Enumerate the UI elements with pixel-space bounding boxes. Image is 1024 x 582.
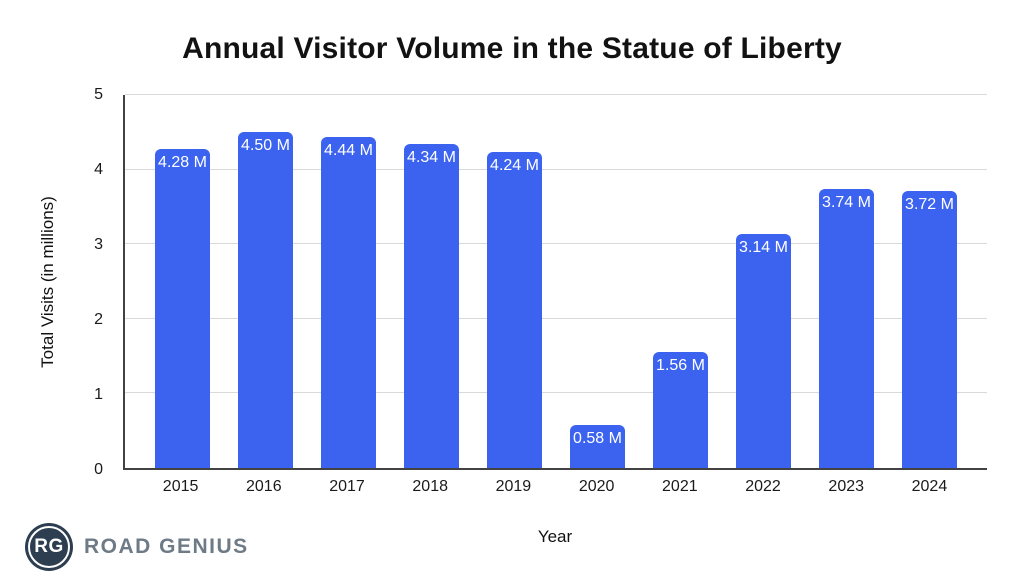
bar-2023: 3.74 M — [819, 189, 874, 468]
x-tick-2017: 2017 — [329, 478, 365, 495]
bar-2020: 0.58 M — [570, 424, 625, 468]
x-tick-2020: 2020 — [578, 478, 615, 495]
bar-series: 4.28 M 4.50 M 4.44 M 4.34 M 4.24 M 0.58 M 1.56… — [141, 95, 971, 468]
bar-2015: 4.28 M — [155, 148, 210, 468]
bar-value-label-2022: 3.14 M — [739, 238, 788, 256]
bar-value-label-2015: 4.28 M — [158, 153, 207, 171]
plot-area: 4.28 M 4.50 M 4.44 M 4.34 M 4.24 M 0.58 M 1.56… — [123, 94, 987, 470]
bar-2018: 4.34 M — [404, 144, 459, 468]
bar-2017: 4.44 M — [321, 136, 376, 468]
bar-slot-2024: 3.72 M — [888, 95, 971, 468]
x-tick-2018: 2018 — [412, 478, 448, 495]
x-tick-2015: 2015 — [162, 478, 199, 495]
x-axis-title: Year — [537, 527, 573, 546]
x-tick-2023: 2023 — [828, 478, 865, 495]
bar-value-label-2020: 0.58 M — [573, 429, 622, 447]
x-tick-2022: 2022 — [745, 478, 781, 495]
bar-value-label-2017: 4.44 M — [324, 141, 373, 159]
x-tick-2024: 2024 — [911, 478, 948, 495]
bar-value-label-2019: 4.24 M — [490, 156, 539, 174]
gridline-1 — [125, 392, 987, 394]
bar-slot-2020: 0.58 M — [556, 95, 639, 468]
y-axis-title: Total Visits (in millions) — [38, 196, 57, 368]
y-axis-tick-labels: 0 1 2 3 4 5 — [70, 86, 113, 478]
logo-monogram: RG — [34, 536, 64, 557]
bar-slot-2022: 3.14 M — [722, 95, 805, 468]
logo-brand-name: ROAD GENIUS — [84, 535, 249, 558]
y-tick-0: 0 — [94, 461, 103, 478]
bar-slot-2016: 4.50 M — [224, 95, 307, 468]
bar-value-label-2016: 4.50 M — [241, 137, 290, 155]
road-genius-logo: RG ROAD GENIUS — [25, 523, 249, 571]
y-tick-5: 5 — [94, 86, 103, 103]
bar-value-label-2021: 1.56 M — [656, 356, 705, 374]
bar-slot-2023: 3.74 M — [805, 95, 888, 468]
bar-2024: 3.72 M — [902, 190, 957, 468]
bar-value-label-2024: 3.72 M — [905, 195, 954, 213]
bar-2021: 1.56 M — [653, 351, 708, 468]
bar-slot-2019: 4.24 M — [473, 95, 556, 468]
bar-2016: 4.50 M — [238, 132, 293, 468]
bar-2022: 3.14 M — [736, 233, 791, 468]
rg-monogram-icon: RG — [25, 523, 73, 571]
y-tick-3: 3 — [94, 236, 103, 253]
x-tick-2019: 2019 — [495, 478, 532, 495]
gridline-5 — [125, 94, 987, 95]
bar-slot-2018: 4.34 M — [390, 95, 473, 468]
gridline-2 — [125, 317, 987, 319]
bar-2019: 4.24 M — [487, 151, 542, 468]
gridline-3 — [125, 243, 987, 245]
y-tick-1: 1 — [94, 386, 103, 403]
x-tick-2021: 2021 — [662, 478, 698, 495]
y-tick-2: 2 — [94, 311, 103, 328]
bar-slot-2021: 1.56 M — [639, 95, 722, 468]
bar-value-label-2018: 4.34 M — [407, 149, 456, 167]
x-axis-tick-labels: 2015 2016 2017 2018 2019 2020 2021 2022 2023 2024 — [139, 478, 971, 496]
x-tick-2016: 2016 — [246, 478, 282, 495]
gridline-4 — [125, 168, 987, 170]
y-tick-4: 4 — [94, 161, 103, 178]
chart-title: Annual Visitor Volume in the Statue of L… — [182, 32, 842, 65]
bar-slot-2015: 4.28 M — [141, 95, 224, 468]
bar-slot-2017: 4.44 M — [307, 95, 390, 468]
bar-value-label-2023: 3.74 M — [822, 194, 871, 211]
